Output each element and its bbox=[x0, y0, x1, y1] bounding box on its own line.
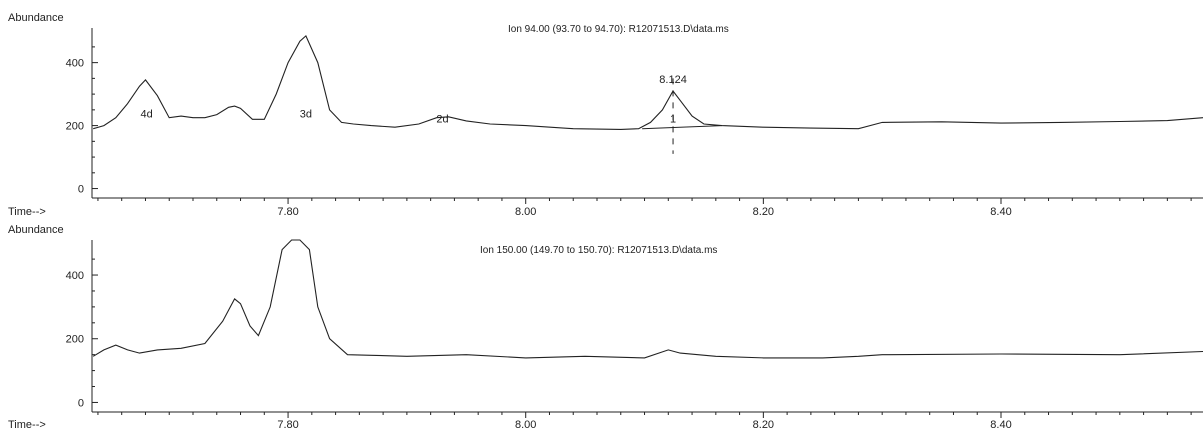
panel-ion-150-x-tick-label: 8.40 bbox=[990, 419, 1011, 431]
panel-ion-94-y-tick-label: 200 bbox=[66, 121, 84, 133]
panel-ion-150-x-ticks: 7.80 8.00 8.20 8.40 bbox=[97, 412, 1192, 431]
panel-ion-150-x-tick-label: 8.20 bbox=[753, 419, 774, 431]
panel-ion-94-peak-label: 2d bbox=[436, 113, 448, 125]
panel-ion-94-x-tick-label: 8.00 bbox=[515, 206, 536, 218]
panel-ion-94-annotations: 4d 3d 2d 1 8.124 bbox=[141, 74, 687, 125]
panel-ion-94-x-tick-label: 7.80 bbox=[277, 206, 298, 218]
panel-ion-94-x-tick-label: 8.20 bbox=[753, 206, 774, 218]
panel-ion-94-peak-label: 8.124 bbox=[659, 74, 687, 86]
panel-ion-94-y-tick-label: 0 bbox=[78, 184, 84, 196]
panel-ion-94-ylabel: Abundance bbox=[8, 12, 64, 24]
panel-ion-150-x-tick-label: 7.80 bbox=[277, 419, 298, 431]
panel-ion-94-peak-label: 1 bbox=[670, 113, 676, 125]
panel-ion-94-title: Ion 94.00 (93.70 to 94.70): R12071513.D\… bbox=[508, 24, 729, 35]
panel-ion-94-x-tick-label: 8.40 bbox=[990, 206, 1011, 218]
panel-ion-150-ylabel: Abundance bbox=[8, 224, 64, 236]
panel-ion-150-x-tick-label: 8.00 bbox=[515, 419, 536, 431]
panel-ion-150-title: Ion 150.00 (149.70 to 150.70): R12071513… bbox=[480, 245, 717, 256]
panel-ion-94-y-tick-label: 400 bbox=[66, 58, 84, 70]
panel-ion-94-peak-label: 4d bbox=[141, 109, 153, 121]
panel-ion-94-integration-baseline bbox=[642, 125, 722, 130]
panel-ion-94-x-ticks: 7.80 8.00 8.20 8.40 bbox=[97, 198, 1192, 218]
panel-ion-94-trace bbox=[93, 34, 1203, 130]
panel-ion-150-trace bbox=[92, 239, 1203, 359]
panel-ion-150-y-tick-label: 0 bbox=[78, 397, 84, 409]
panel-ion-150-xlabel: Time--> bbox=[8, 419, 46, 431]
panel-ion-94-peak-label: 3d bbox=[300, 109, 312, 121]
panel-ion-150-y-ticks: 0 200 400 bbox=[66, 258, 98, 409]
panel-ion-94-y-ticks: 0 200 400 bbox=[66, 46, 98, 196]
panel-ion-150-y-tick-label: 200 bbox=[66, 334, 84, 346]
panel-ion-94-xlabel: Time--> bbox=[8, 206, 46, 218]
panel-ion-94: Abundance Ion 94.00 (93.70 to 94.70): R1… bbox=[8, 12, 1203, 218]
panel-ion-150: Abundance Ion 150.00 (149.70 to 150.70):… bbox=[8, 224, 1203, 431]
panel-ion-150-y-tick-label: 400 bbox=[66, 270, 84, 282]
